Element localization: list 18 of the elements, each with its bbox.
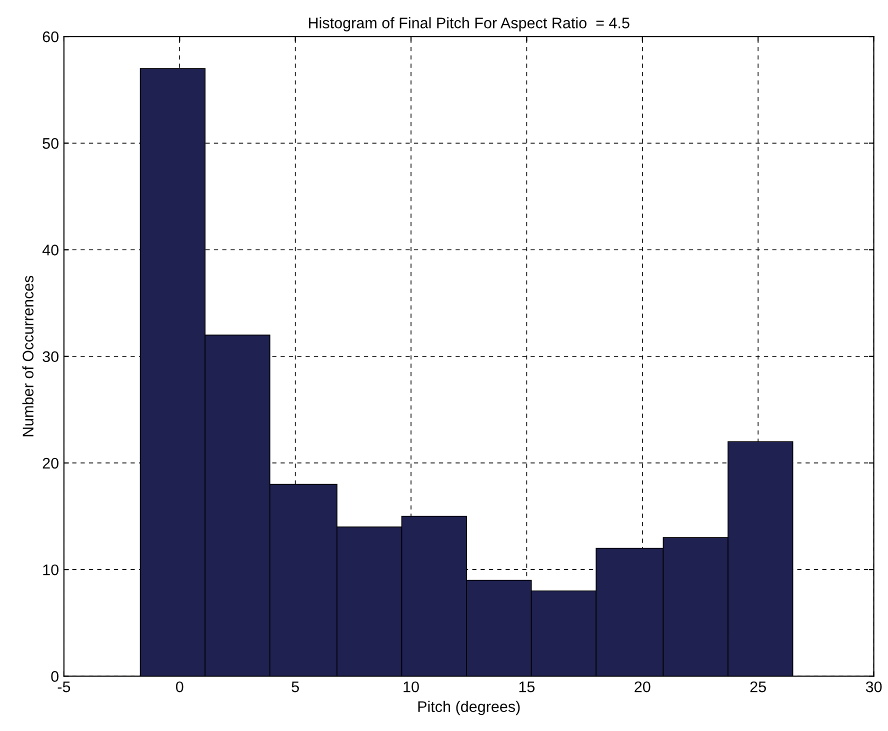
- y-tick-label: 20: [42, 458, 58, 469]
- x-tick-label: 10: [404, 681, 419, 692]
- x-tick-label: 30: [866, 681, 882, 692]
- y-tick-label: 30: [42, 351, 58, 362]
- y-tick-label: 50: [42, 138, 58, 149]
- x-tick-label: 25: [750, 681, 766, 692]
- y-tick-label: 60: [42, 31, 58, 42]
- x-axis-title: Pitch (degrees): [418, 700, 520, 716]
- x-tick-label: 0: [176, 681, 184, 692]
- y-tick-label: 40: [42, 244, 58, 256]
- x-tick-label: 5: [292, 682, 299, 692]
- x-tick-label: 20: [634, 681, 650, 692]
- chart-title: Histogram of Final Pitch For Aspect Ratio = 4.5: [309, 17, 630, 32]
- y-axis-title: Number of Occurrences: [22, 276, 34, 436]
- x-tick-label: -5: [58, 682, 70, 692]
- y-tick-label: 10: [43, 564, 58, 576]
- y-tick-label: 0: [51, 671, 58, 682]
- x-tick-label: 15: [519, 682, 535, 692]
